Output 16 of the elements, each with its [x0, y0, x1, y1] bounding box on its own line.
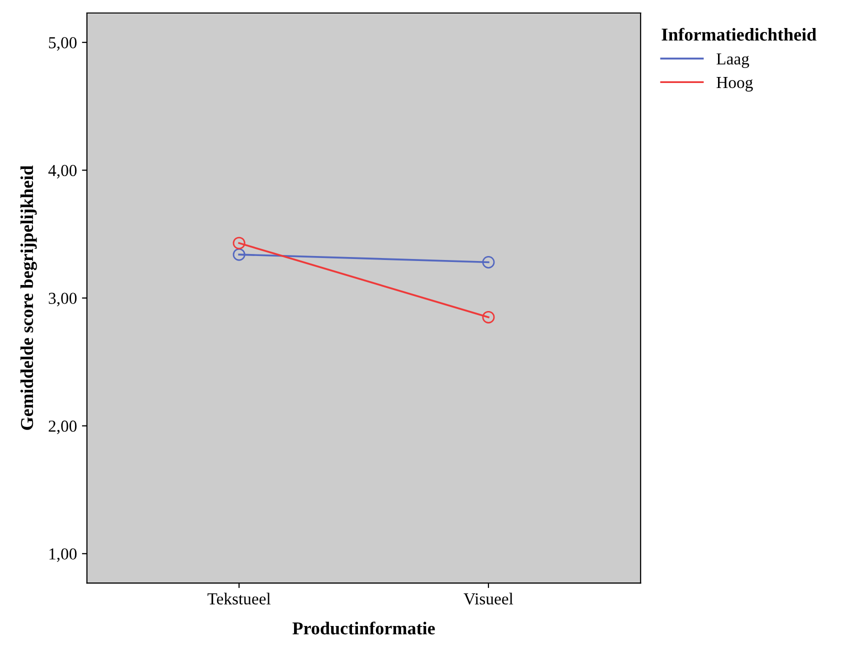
y-tick-label: 5,00: [49, 37, 77, 51]
point: [482, 310, 495, 324]
legend-title: Informatiedichtheid: [662, 28, 816, 41]
point: [232, 248, 246, 261]
legend-label: Hoog: [716, 77, 753, 92]
y-axis-title: Gemiddelde score begrijpelijkheid: [20, 165, 37, 430]
y-tick-label: 2,00: [48, 420, 77, 434]
x-tick-label: Visueel: [464, 592, 514, 605]
y-tick-label: 3,00: [48, 292, 77, 306]
y-tick-label: 4,00: [48, 164, 77, 179]
x-axis-title: Productinformatie: [292, 622, 435, 635]
point: [482, 256, 495, 268]
x-tick-label: Tekstueel: [208, 592, 271, 604]
y-tick-label: 1,00: [50, 548, 77, 562]
point: [232, 236, 246, 250]
legend-label: Laag: [716, 53, 750, 68]
